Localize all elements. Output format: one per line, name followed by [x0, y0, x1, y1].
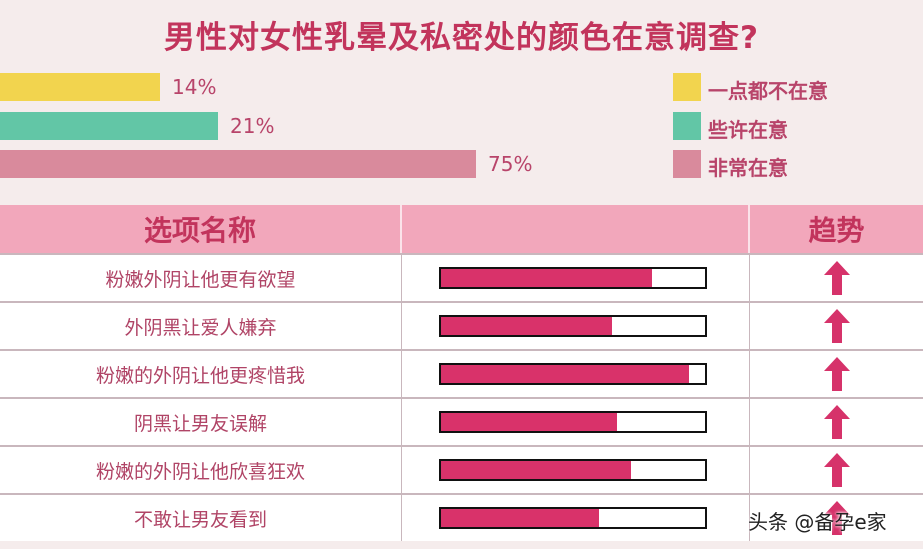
bar-cell	[402, 303, 750, 349]
table-row: 外阴黑让爱人嫌弃	[0, 301, 923, 349]
trend-cell	[750, 303, 923, 349]
trend-cell	[750, 255, 923, 301]
bar-cell	[402, 255, 750, 301]
up-arrow-icon	[823, 501, 850, 535]
progress-fill	[440, 509, 599, 527]
chart-title: 男性对女性乳晕及私密处的颜色在意调查?	[164, 20, 759, 56]
progress-bar	[438, 363, 707, 385]
trend-cell	[750, 495, 923, 541]
option-cell: 粉嫩的外阴让他更疼惜我	[0, 351, 402, 397]
progress-fill	[440, 461, 631, 479]
option-label: 粉嫩的外阴让他欣喜狂欢	[95, 460, 305, 483]
progress-fill	[440, 317, 613, 335]
progress-fill	[440, 365, 689, 383]
option-label: 不敢让男友看到	[133, 508, 267, 531]
summary-bar-value: 75%	[488, 152, 533, 176]
watermark: 头条 @备孕e家	[748, 510, 887, 534]
option-label: 阴黑让男友误解	[133, 412, 267, 435]
trend-cell	[750, 399, 923, 445]
table-row: 阴黑让男友误解	[0, 397, 923, 445]
options-table: 选项名称 趋势 粉嫩外阴让他更有欲望 外阴黑让爱人嫌弃粉嫩的外阴让他更疼惜我 阴黑让…	[0, 205, 923, 541]
progress-bar	[438, 411, 707, 433]
summary-bar-value: 14%	[172, 75, 217, 99]
header-trend: 趋势	[808, 214, 865, 247]
option-label: 粉嫩的外阴让他更疼惜我	[95, 364, 305, 387]
progress-bar	[438, 267, 707, 289]
legend-label: 一点都不在意	[708, 79, 828, 103]
summary-bar	[0, 150, 476, 178]
trend-cell	[750, 447, 923, 493]
option-label: 外阴黑让爱人嫌弃	[124, 316, 277, 339]
up-arrow-icon	[823, 261, 850, 295]
option-cell: 阴黑让男友误解	[0, 399, 402, 445]
legend-swatch	[673, 73, 701, 101]
bar-cell	[402, 495, 750, 541]
table-row: 粉嫩的外阴让他欣喜狂欢	[0, 445, 923, 493]
table-header: 选项名称 趋势	[0, 205, 923, 253]
table-row: 粉嫩外阴让他更有欲望	[0, 253, 923, 301]
progress-fill	[440, 269, 652, 287]
bar-cell	[402, 447, 750, 493]
up-arrow-icon	[823, 405, 850, 439]
legend-label: 些许在意	[708, 118, 788, 142]
bar-cell	[402, 399, 750, 445]
header-bar	[402, 205, 750, 253]
up-arrow-icon	[823, 309, 850, 343]
header-option-name: 选项名称	[0, 205, 402, 253]
option-cell: 不敢让男友看到	[0, 495, 402, 541]
table-row: 粉嫩的外阴让他更疼惜我	[0, 349, 923, 397]
summary-bar-value: 21%	[230, 114, 275, 138]
legend-swatch	[673, 112, 701, 140]
up-arrow-icon	[823, 357, 850, 391]
summary-bar	[0, 112, 218, 140]
option-label: 粉嫩外阴让他更有欲望	[105, 268, 296, 291]
summary-bar	[0, 73, 160, 101]
table-row: 不敢让男友看到	[0, 493, 923, 541]
option-cell: 粉嫩的外阴让他欣喜狂欢	[0, 447, 402, 493]
up-arrow-icon	[823, 453, 850, 487]
trend-cell	[750, 351, 923, 397]
bar-cell	[402, 351, 750, 397]
legend-swatch	[673, 150, 701, 178]
option-cell: 外阴黑让爱人嫌弃	[0, 303, 402, 349]
progress-bar	[438, 315, 707, 337]
progress-bar	[438, 507, 707, 529]
progress-fill	[440, 413, 618, 431]
option-cell: 粉嫩外阴让他更有欲望	[0, 255, 402, 301]
table-body: 粉嫩外阴让他更有欲望 外阴黑让爱人嫌弃粉嫩的外阴让他更疼惜我 阴黑让男友误解粉嫩的外…	[0, 253, 923, 541]
legend-label: 非常在意	[708, 156, 788, 180]
progress-bar	[438, 459, 707, 481]
